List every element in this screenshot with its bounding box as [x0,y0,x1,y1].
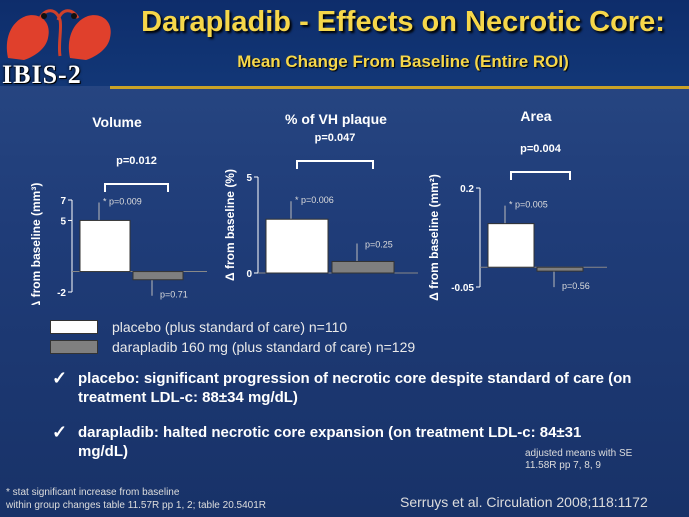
p-between: p=0.012 [116,155,157,167]
significance-bracket [510,171,571,180]
y-tick-label: 7 [60,196,66,207]
y-tick-label: 5 [60,216,66,227]
y-tick-label: 5 [246,173,252,184]
legend-swatch-darapladib [50,340,98,354]
bar-placebo [79,219,131,273]
checkmark-icon: ✓ [52,368,68,388]
y-tick-label: -0.05 [451,283,474,294]
p-within-placebo: * p=0.006 [295,195,334,205]
p-within-placebo: * p=0.009 [103,196,142,206]
ibis-bird-logo [6,9,111,60]
header-rule [110,86,689,89]
bar-placebo [487,223,535,268]
footnote: * stat significant increase from baselin… [6,486,266,512]
p-within-darapladib: p=0.71 [160,290,188,300]
bar-charts: Volume Δ from baseline (mm³) 7 5 -2 * p=0.009… [29,108,607,305]
legend-label-darapladib: darapladib 160 mg (plus standard of care… [112,339,416,355]
significance-bracket [104,183,169,192]
y-axis-label: Δ from baseline (mm²) [427,174,441,301]
legend-placebo: placebo (plus standard of care) n=110 [50,318,347,336]
bullet-text: placebo: significant progression of necr… [78,370,632,406]
p-within-placebo: * p=0.005 [509,200,548,210]
legend-label-placebo: placebo (plus standard of care) n=110 [112,319,348,335]
slide-subtitle: Mean Change From Baseline (Entire ROI) [237,52,569,71]
panel-title: Area [520,108,551,124]
p-within-darapladib: p=0.25 [365,239,393,249]
bullet-text: darapladib: halted necrotic core expansi… [78,424,582,460]
checkmark-icon: ✓ [52,422,68,442]
bullet-placebo: ✓ placebo: significant progression of ne… [52,369,632,407]
note-line: adjusted means with SE [525,448,633,459]
bullet-darapladib: ✓ darapladib: halted necrotic core expan… [52,423,632,461]
note-line: 11.58R pp 7, 8, 9 [525,460,601,471]
y-tick-label: -2 [57,288,66,299]
panel-title: Volume [92,114,142,130]
logo-text: IBIS-2 [2,60,82,89]
slide-title: Darapladib - Effects on Necrotic Core: [141,6,665,38]
footnote-line: * stat significant increase from baselin… [6,487,180,498]
significance-bracket [296,160,374,169]
bar-darapladib [331,260,395,274]
p-between: p=0.004 [520,143,562,155]
adjusted-means-note: adjusted means with SE 11.58R pp 7, 8, 9 [525,448,632,472]
footnote-line: within group changes table 11.57R pp 1, … [6,500,266,511]
bar-placebo [265,218,329,274]
legend-darapladib: darapladib 160 mg (plus standard of care… [50,338,415,356]
header-bar [0,0,689,86]
y-tick-label: 0 [246,269,252,280]
panel-title: % of VH plaque [285,111,387,127]
bar-darapladib [132,271,184,281]
p-between: p=0.047 [315,132,356,144]
p-within-darapladib: p=0.56 [562,281,590,291]
y-axis-label: Δ from baseline (mm³) [29,183,43,305]
citation: Serruys et al. Circulation 2008;118:1172 [400,494,648,510]
y-tick-label: 0.2 [460,184,474,195]
bar-darapladib [536,266,584,272]
y-axis-label: Δ from baseline (%) [223,169,237,281]
legend-swatch-placebo [50,320,98,334]
